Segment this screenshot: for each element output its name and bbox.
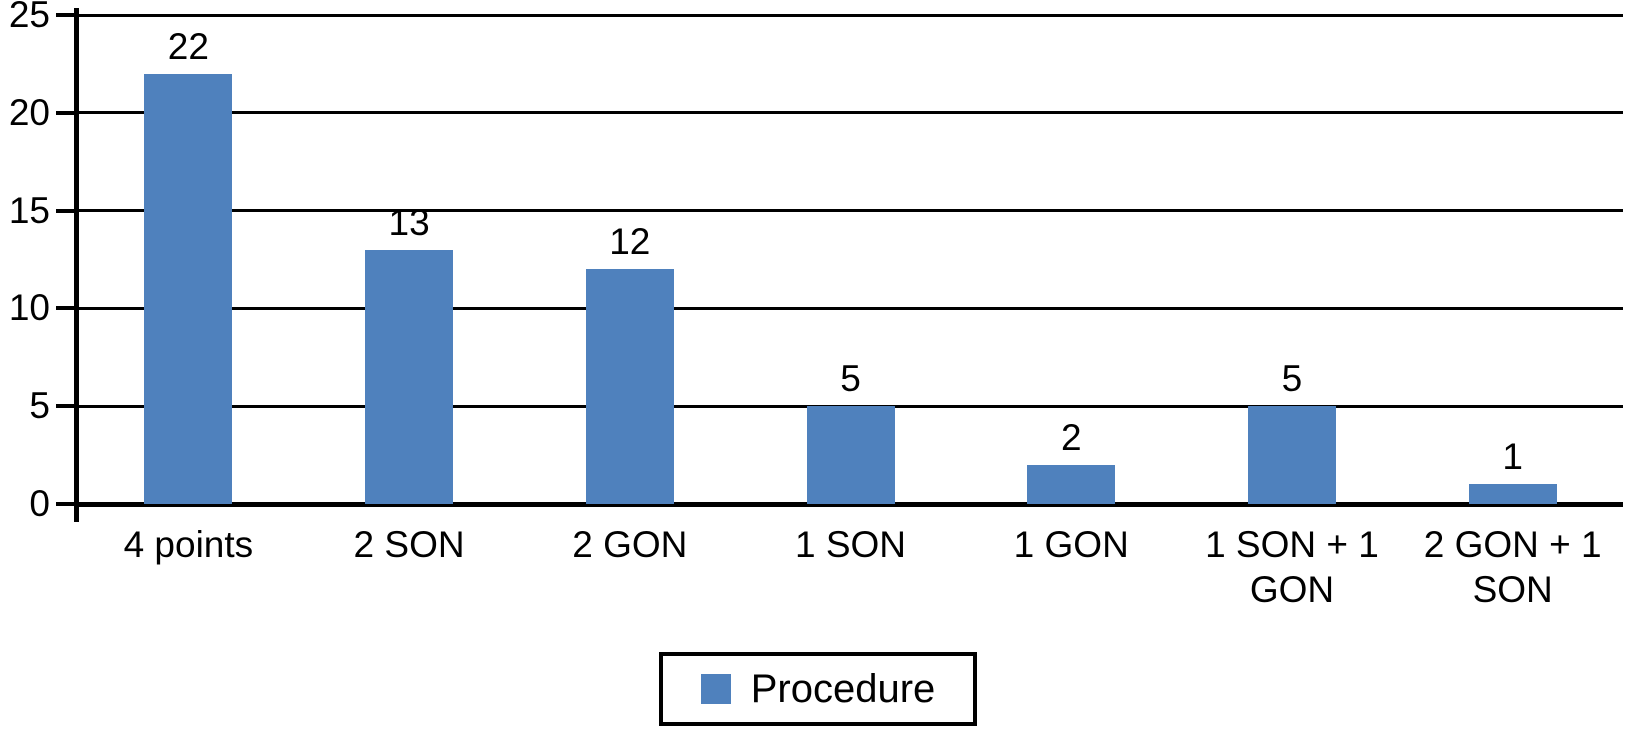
bar-2-gon	[585, 269, 674, 504]
y-axis-tick-20	[56, 110, 78, 115]
bar-value-label-2-gon-1-son: 1	[1502, 436, 1523, 478]
y-axis-tick-5	[56, 404, 78, 409]
bar-1-son	[806, 406, 895, 504]
gridline-y10	[78, 306, 1623, 310]
gridline-y20	[78, 111, 1623, 115]
bar-slot-2-gon-1-son: 1	[1402, 15, 1623, 504]
bar-slot-1-son: 5	[740, 15, 961, 504]
gridline-y5	[78, 404, 1623, 408]
bar-value-label-1-gon: 2	[1060, 416, 1082, 458]
x-axis-line	[74, 502, 1623, 507]
x-category-label-2-son: 2 SON	[353, 524, 465, 565]
x-category-label-1-son: 1 SON	[794, 524, 907, 565]
legend-label: Procedure	[750, 667, 936, 711]
bar-2-son	[365, 249, 454, 504]
y-axis-tick-label-25: 25	[8, 0, 50, 35]
y-axis-line	[74, 8, 79, 522]
bar-value-label-2-gon: 12	[609, 221, 651, 263]
bar-value-label-1-son-1-gon: 5	[1281, 358, 1303, 400]
x-category-label-1-gon: 1 GON	[1013, 524, 1129, 565]
gridline-y25	[78, 13, 1623, 17]
plot-area: 22 13 12 5 2 5 1	[78, 13, 1623, 504]
bar-value-label-4-points: 22	[167, 25, 209, 67]
legend-swatch-icon	[700, 674, 731, 704]
x-axis-labels: 4 points 2 SON 2 GON 1 SON 1 GON 1 SON + 1 GO…	[78, 522, 1623, 612]
bars-row: 22 13 12 5 2 5 1	[78, 15, 1623, 504]
bar-slot-1-son-1-gon: 5	[1182, 15, 1403, 504]
bar-4-points	[144, 73, 233, 504]
y-axis-tick-label-10: 10	[8, 287, 50, 329]
bar-slot-2-son: 13	[299, 15, 520, 504]
legend-box: Procedure	[658, 652, 978, 726]
y-axis-tick-25	[56, 13, 78, 17]
bar-1-gon	[1027, 464, 1116, 504]
y-axis-tick-label-15: 15	[8, 189, 50, 231]
y-axis-tick-label-5: 5	[29, 385, 50, 427]
legend-row: Procedure	[0, 652, 1636, 726]
bar-value-label-2-son: 13	[388, 201, 430, 243]
bar-slot-2-gon: 12	[519, 15, 740, 504]
y-axis-tick-10	[56, 306, 78, 311]
y-axis-tick-15	[56, 208, 78, 213]
y-axis-tick-0	[56, 502, 78, 506]
x-category-label-1-son-1-gon: 1 SON + 1 GON	[1205, 524, 1379, 610]
y-axis-tick-label-0: 0	[29, 483, 50, 524]
bar-slot-1-gon: 2	[961, 15, 1182, 504]
bar-2-gon-1-son	[1468, 484, 1557, 504]
bar-1-son-1-gon	[1247, 406, 1336, 504]
x-category-label-2-gon: 2 GON	[572, 524, 688, 565]
gridline-y15	[78, 209, 1623, 213]
bar-slot-4-points: 22	[78, 15, 299, 504]
y-axis-tick-label-20: 20	[8, 91, 50, 133]
bar-value-label-1-son: 5	[840, 358, 861, 400]
x-category-label-4-points: 4 points	[123, 524, 254, 565]
x-category-label-2-gon-1-son: 2 GON + 1 SON	[1423, 524, 1602, 610]
